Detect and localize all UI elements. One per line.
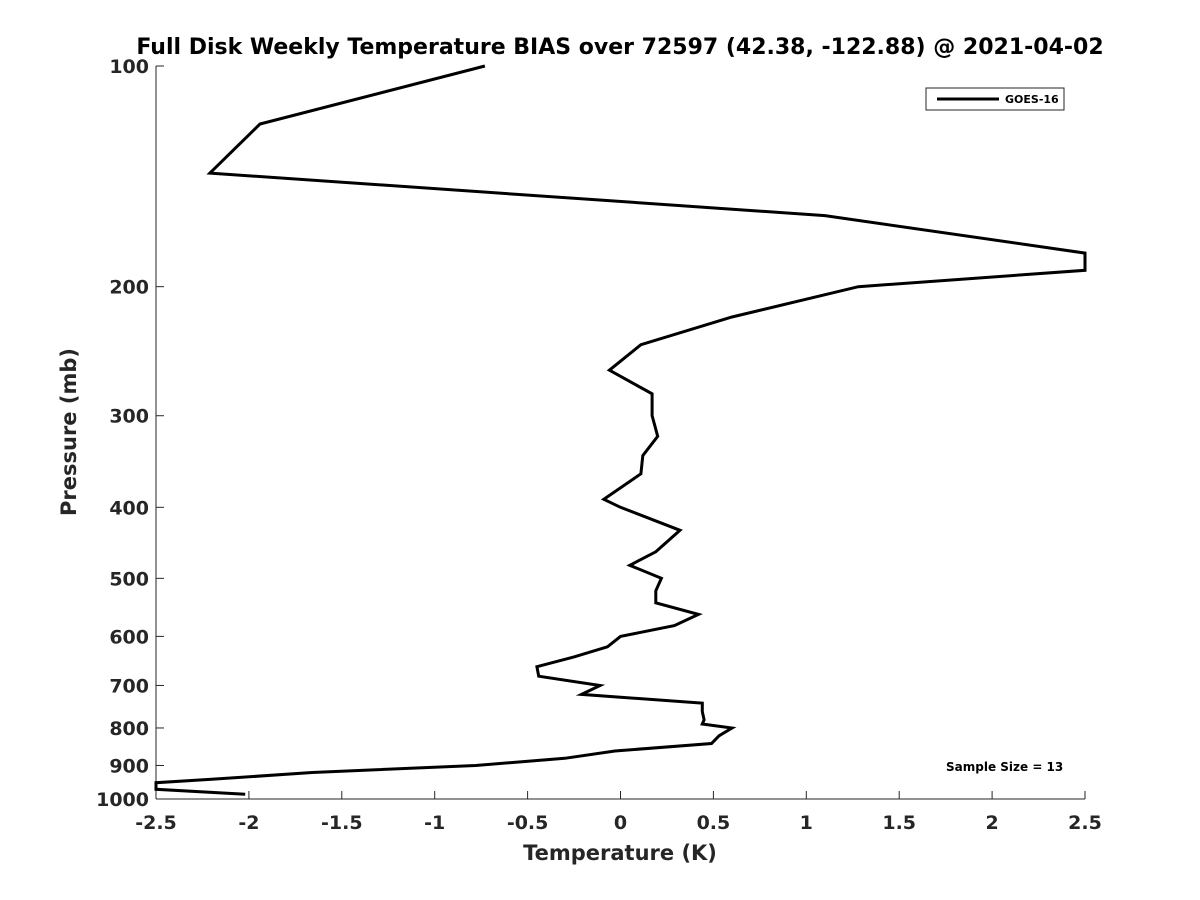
series-line-goes-16 xyxy=(154,64,1087,796)
y-tick-label: 300 xyxy=(109,406,149,428)
legend: GOES-16 xyxy=(925,87,1065,111)
y-tick-label: 700 xyxy=(109,675,149,697)
x-axis-ticks: -2.5 -2 -1.5 -1 -0.5 0 0.5 1 1.5 2 2.5 xyxy=(135,791,1102,834)
x-tick-label: 0.5 xyxy=(697,812,731,834)
y-tick-label: 400 xyxy=(109,497,149,519)
chart-title: Full Disk Weekly Temperature BIAS over 7… xyxy=(136,35,1103,60)
y-tick-label: 200 xyxy=(109,277,149,299)
x-tick-label: -0.5 xyxy=(507,812,549,834)
x-tick-label: 1 xyxy=(800,812,813,834)
y-tick-label: 500 xyxy=(109,568,149,590)
x-tick-label: 0 xyxy=(614,812,627,834)
series-layer xyxy=(154,64,1087,796)
x-tick-label: -2 xyxy=(238,812,259,834)
y-tick-label: 100 xyxy=(109,56,149,78)
x-tick-label: -1.5 xyxy=(321,812,363,834)
y-axis-ticks: 100 200 300 400 500 600 700 800 900 1000 xyxy=(96,56,164,811)
x-tick-label: 2.5 xyxy=(1068,812,1102,834)
sample-size-annotation: Sample Size = 13 xyxy=(946,760,1063,774)
y-tick-label: 1000 xyxy=(96,789,149,811)
y-tick-label: 900 xyxy=(109,755,149,777)
x-tick-label: 2 xyxy=(985,812,998,834)
y-tick-label: 600 xyxy=(109,626,149,648)
y-tick-label: 800 xyxy=(109,718,149,740)
legend-label-goes-16: GOES-16 xyxy=(1005,93,1059,106)
x-tick-label: -1 xyxy=(424,812,445,834)
y-axis-label: Pressure (mb) xyxy=(57,348,81,516)
x-tick-label: -2.5 xyxy=(135,812,177,834)
x-tick-label: 1.5 xyxy=(882,812,916,834)
x-axis-label: Temperature (K) xyxy=(523,841,717,865)
